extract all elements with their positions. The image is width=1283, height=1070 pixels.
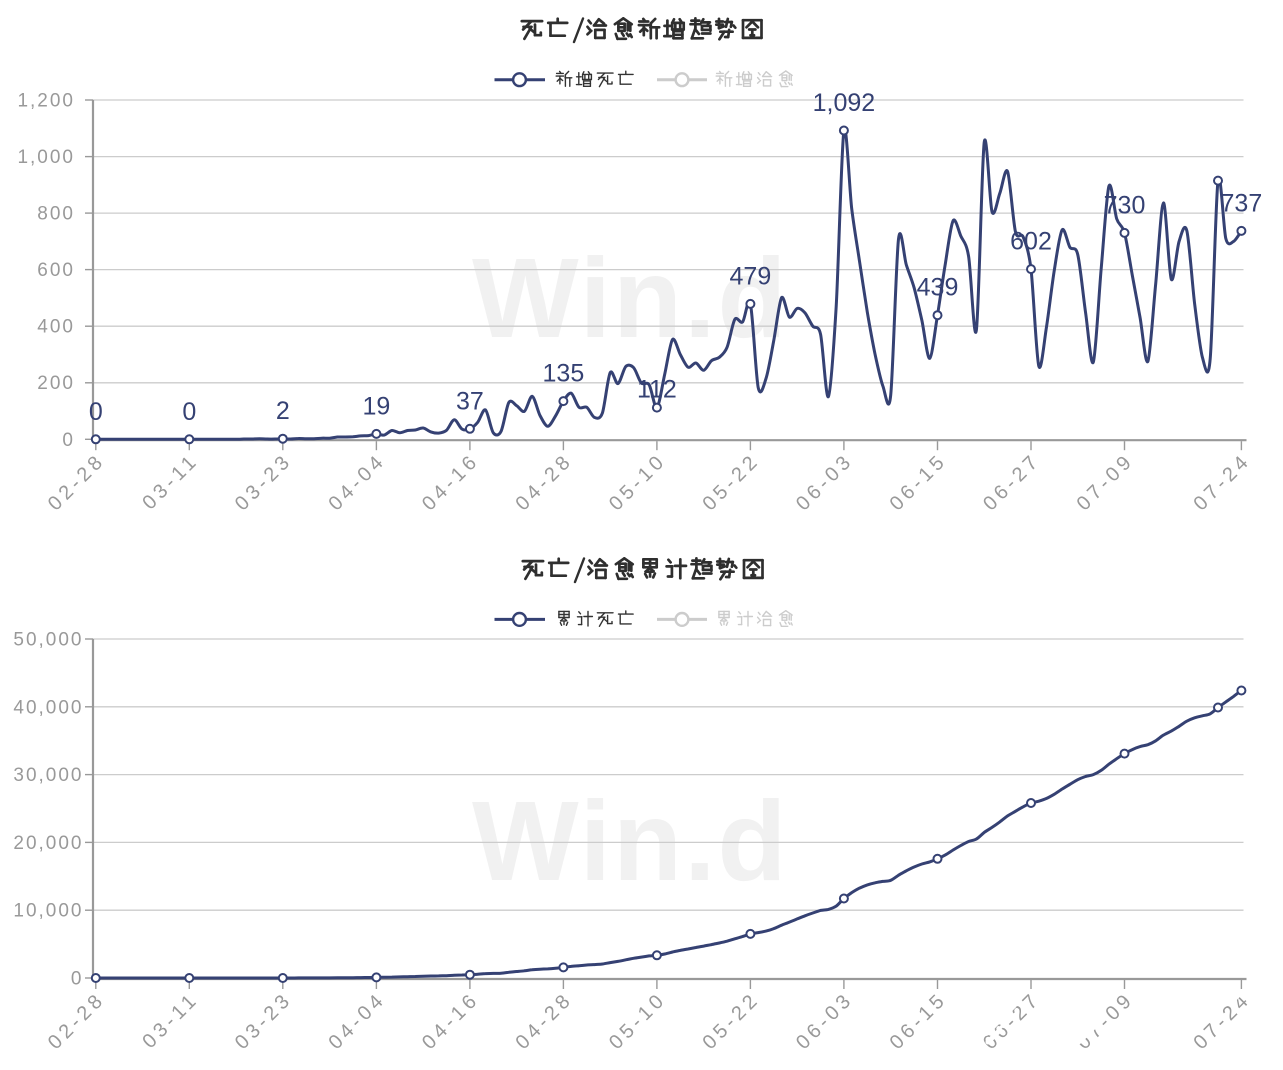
svg-text:200: 200 (37, 373, 75, 394)
svg-text:479: 479 (730, 262, 772, 290)
svg-text:600: 600 (37, 260, 75, 281)
svg-text:2: 2 (276, 397, 290, 425)
svg-text:10,000: 10,000 (13, 901, 83, 922)
svg-text:19: 19 (362, 392, 390, 420)
svg-text:800: 800 (37, 204, 75, 225)
svg-text:1,092: 1,092 (813, 89, 876, 117)
svg-text:40,000: 40,000 (13, 697, 83, 718)
svg-text:0: 0 (62, 430, 75, 451)
svg-text:439: 439 (917, 274, 959, 302)
svg-text:20,000: 20,000 (13, 833, 83, 854)
svg-text:135: 135 (543, 360, 585, 388)
svg-text:1,000: 1,000 (17, 147, 75, 168)
svg-text:Win.d: Win.d (472, 778, 789, 904)
svg-text:112: 112 (637, 376, 677, 404)
svg-text:0: 0 (89, 398, 103, 426)
svg-text:37: 37 (456, 387, 484, 415)
svg-text:1,200: 1,200 (17, 91, 75, 112)
svg-text:0: 0 (182, 398, 196, 426)
svg-text:400: 400 (37, 317, 75, 338)
svg-text:602: 602 (1010, 228, 1052, 256)
svg-text:50,000: 50,000 (13, 630, 83, 651)
svg-text:30,000: 30,000 (13, 765, 83, 786)
svg-text:737: 737 (1221, 189, 1263, 217)
svg-text:730: 730 (1104, 191, 1146, 219)
svg-text:Win.d: Win.d (472, 235, 789, 361)
svg-text:0: 0 (71, 969, 84, 990)
